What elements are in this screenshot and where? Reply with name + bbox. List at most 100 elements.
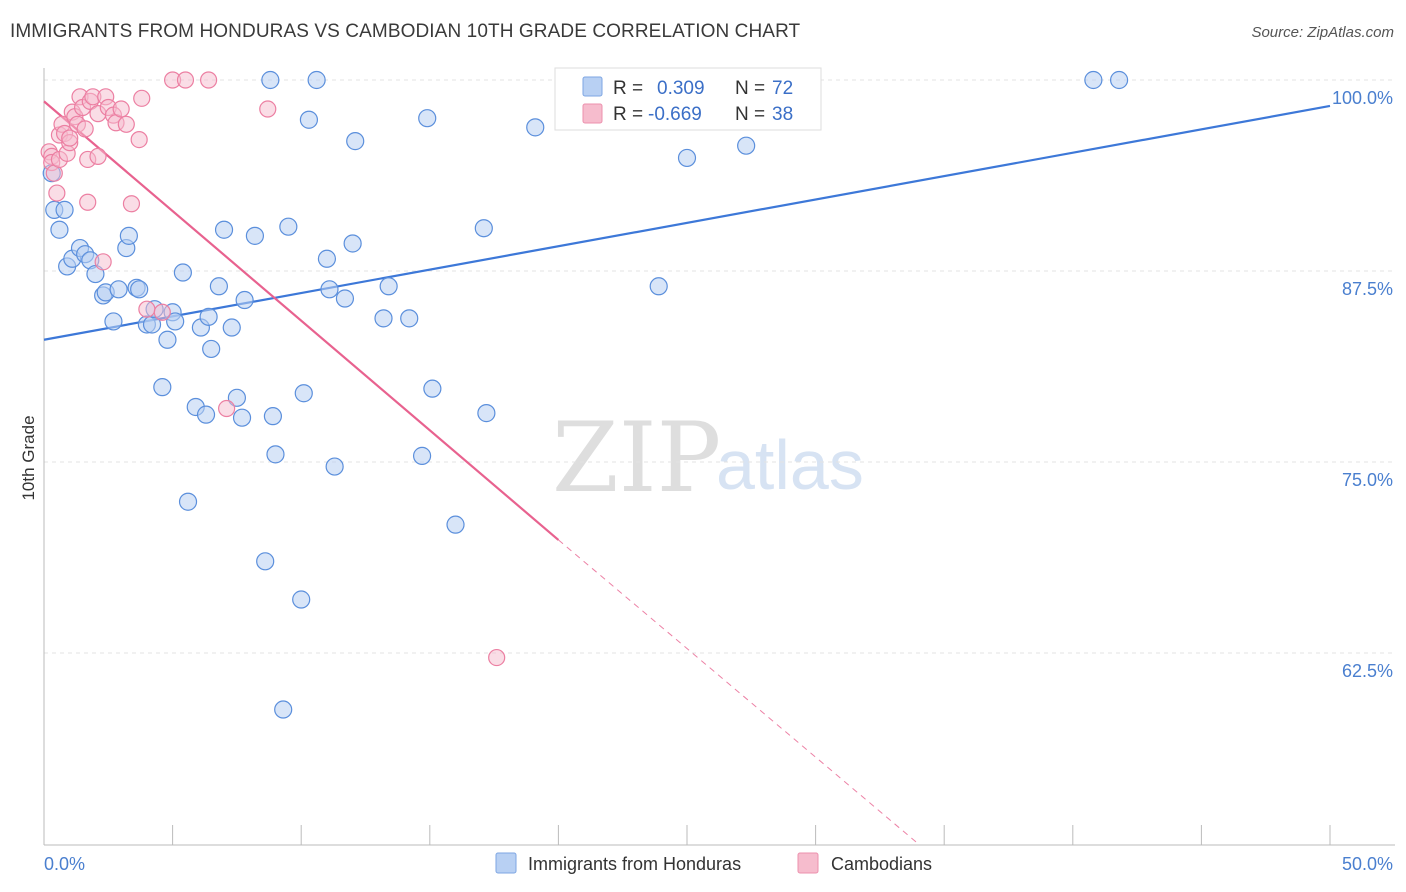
watermark-atlas: atlas xyxy=(716,426,864,504)
data-point-honduras xyxy=(232,408,252,427)
data-point-cambodians xyxy=(61,129,79,147)
data-point-honduras xyxy=(227,388,246,407)
data-point-cambodians xyxy=(200,71,218,89)
data-point-honduras xyxy=(446,515,465,534)
data-point-cambodians xyxy=(94,253,112,271)
data-point-honduras xyxy=(199,307,218,326)
data-point-cambodians xyxy=(89,147,107,165)
legend-n-label-1: N = xyxy=(735,78,765,99)
data-point-honduras xyxy=(317,249,337,268)
data-point-honduras xyxy=(379,277,398,296)
data-point-honduras xyxy=(50,220,69,239)
y-axis-title: 10th Grade xyxy=(19,415,38,500)
data-point-honduras xyxy=(423,379,442,398)
data-point-cambodians xyxy=(138,300,156,318)
data-point-honduras xyxy=(412,446,432,465)
data-point-honduras xyxy=(209,277,228,296)
data-point-honduras xyxy=(294,384,313,403)
data-point-honduras xyxy=(649,277,668,296)
data-point-honduras xyxy=(178,492,198,511)
data-point-honduras xyxy=(173,263,192,282)
data-point-honduras xyxy=(202,339,221,359)
data-point-cambodians xyxy=(112,100,130,118)
data-point-honduras xyxy=(292,590,311,609)
legend-swatch-pink xyxy=(582,103,603,124)
x-tick-label: 0.0% xyxy=(44,854,85,874)
data-point-cambodians xyxy=(130,130,148,149)
legend-n-label-2: N = xyxy=(735,104,765,125)
data-point-honduras xyxy=(104,312,123,331)
legend-r-value-2: -0.669 xyxy=(648,104,702,125)
watermark-zip: ZIP xyxy=(552,402,721,514)
data-point-honduras xyxy=(526,118,545,137)
data-point-honduras xyxy=(245,226,265,245)
data-point-honduras xyxy=(153,378,172,397)
data-point-honduras xyxy=(130,280,149,299)
bottom-legend-swatch-blue xyxy=(495,852,517,874)
data-point-honduras xyxy=(196,405,216,424)
data-point-honduras xyxy=(266,445,285,464)
data-point-honduras xyxy=(256,552,275,571)
data-point-cambodians xyxy=(48,184,66,202)
data-point-honduras xyxy=(55,200,74,219)
data-point-honduras xyxy=(418,109,437,128)
legend-r-label-1: R = xyxy=(613,78,643,99)
trend-lines xyxy=(43,100,1331,845)
x-tick-label: 50.0% xyxy=(1342,854,1393,874)
data-point-honduras xyxy=(320,280,339,299)
data-point-honduras xyxy=(374,309,393,328)
series-honduras-points xyxy=(42,70,1129,719)
chart-title: IMMIGRANTS FROM HONDURAS VS CAMBODIAN 10… xyxy=(10,21,801,42)
data-point-honduras xyxy=(477,404,496,423)
y-tick-label: 75.0% xyxy=(1342,470,1393,490)
bottom-legend-swatch-pink xyxy=(797,852,819,874)
data-point-cambodians xyxy=(122,195,141,213)
data-point-cambodians xyxy=(153,303,171,321)
data-point-honduras xyxy=(400,309,419,328)
data-point-honduras xyxy=(222,318,241,337)
gridlines xyxy=(44,79,1395,654)
y-tick-label: 62.5% xyxy=(1342,661,1393,681)
data-point-cambodians xyxy=(259,100,277,118)
data-point-honduras xyxy=(343,234,362,253)
trend-line-cambodians xyxy=(43,100,560,541)
data-point-honduras xyxy=(1109,70,1129,90)
bottom-legend-label-cambodians: Cambodians xyxy=(831,854,932,874)
data-point-honduras xyxy=(1084,70,1103,90)
source-note: Source: ZipAtlas.com xyxy=(1251,24,1394,41)
data-point-honduras xyxy=(214,220,234,239)
data-point-honduras xyxy=(307,70,326,90)
data-point-honduras xyxy=(261,70,280,90)
data-point-cambodians xyxy=(79,193,97,211)
data-point-honduras xyxy=(299,110,319,129)
legend-r-value-1: 0.309 xyxy=(657,78,705,99)
data-point-honduras xyxy=(279,217,298,236)
legend-swatch-blue xyxy=(582,76,603,97)
data-point-honduras xyxy=(235,290,254,310)
data-point-honduras xyxy=(166,312,185,331)
y-tick-label: 87.5% xyxy=(1342,279,1393,299)
data-point-honduras xyxy=(158,330,177,349)
data-point-honduras xyxy=(335,289,355,308)
data-point-honduras xyxy=(274,700,293,719)
legend-n-value-1: 72 xyxy=(772,78,793,99)
series-cambodians-points xyxy=(40,71,506,667)
data-point-cambodians xyxy=(76,120,94,138)
tick-labels: 62.5% 75.0% 87.5% 100.0% 0.0% 50.0% xyxy=(44,88,1393,874)
data-point-honduras xyxy=(737,136,756,155)
data-point-cambodians xyxy=(488,648,506,667)
data-point-honduras xyxy=(677,148,697,168)
data-point-honduras xyxy=(474,219,493,238)
stats-legend: R = 0.309 N = 72 R = -0.669 N = 38 xyxy=(554,67,822,131)
legend-n-value-2: 38 xyxy=(772,104,793,125)
data-point-cambodians xyxy=(133,89,151,107)
data-point-cambodians xyxy=(218,399,236,418)
trend-line-cambodians-extension xyxy=(558,539,919,845)
axes xyxy=(43,68,1395,846)
data-point-honduras xyxy=(346,132,365,151)
y-tick-label: 100.0% xyxy=(1332,88,1393,108)
data-point-honduras xyxy=(119,226,138,245)
legend-r-label-2: R = xyxy=(613,104,643,125)
trend-line-honduras xyxy=(43,104,1331,341)
